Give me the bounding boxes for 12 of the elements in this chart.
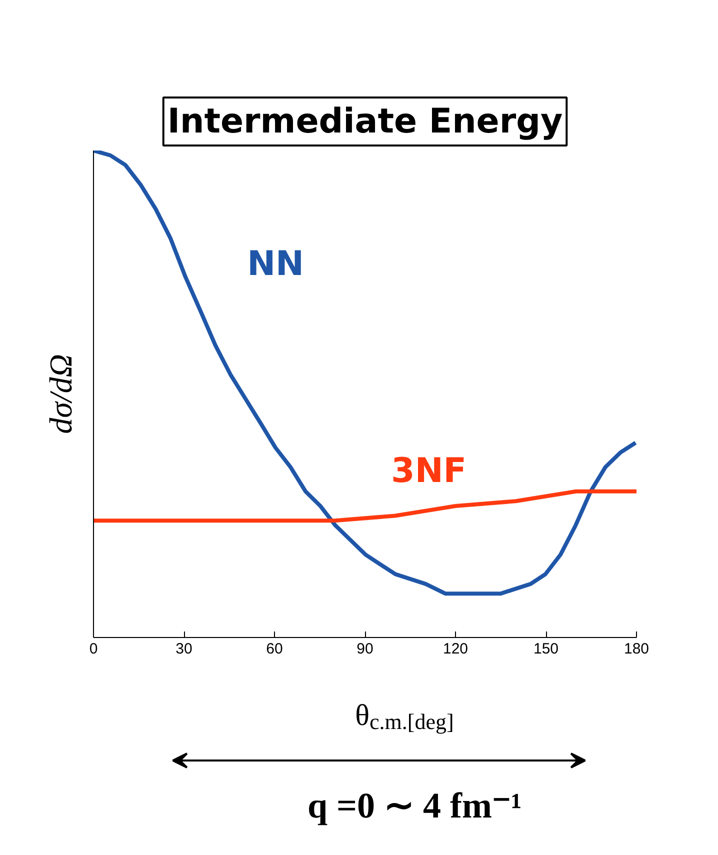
x-tick-label: 180 (624, 640, 650, 658)
x-tick-label: 90 (356, 640, 374, 658)
x-tick-label: 30 (176, 640, 192, 658)
y-axis-title: dσ/dΩ (42, 354, 78, 434)
chart-title: Intermediate Energy (167, 102, 563, 142)
x-tick-label: 120 (442, 640, 468, 658)
series-label: 3NF (391, 451, 467, 492)
x-tick-label: 150 (533, 640, 559, 658)
text: q =0 ∼ 4 fm⁻¹ (307, 786, 522, 826)
x-tick-label: 0 (89, 640, 98, 658)
series-label: NN (247, 244, 304, 284)
x-tick-label: 60 (266, 640, 283, 658)
